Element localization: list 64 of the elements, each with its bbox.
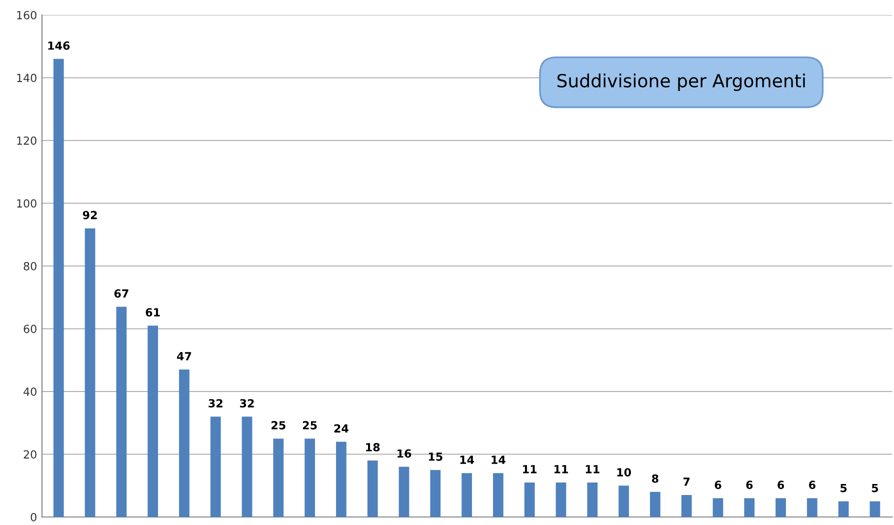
data-label: 32 [240, 399, 254, 408]
y-tick-label: 0 [30, 512, 36, 522]
data-label: 18 [366, 443, 380, 452]
data-label: 8 [652, 474, 658, 483]
bar [806, 498, 818, 517]
bar [336, 442, 346, 517]
y-tick-label: 60 [24, 324, 36, 334]
data-label: 14 [492, 456, 506, 464]
data-label: 6 [808, 480, 816, 490]
bar [587, 482, 598, 517]
data-label: 15 [428, 452, 442, 461]
bar [838, 501, 849, 517]
bar [273, 438, 284, 517]
data-label: 92 [82, 210, 97, 220]
y-tick-label: 80 [24, 262, 36, 270]
bar [776, 498, 786, 517]
bar [493, 473, 504, 517]
text: Suddivisione per Argomenti [557, 74, 805, 92]
bar [304, 438, 315, 517]
data-label: 7 [683, 478, 690, 486]
data-label: 5 [872, 484, 878, 492]
bar [462, 473, 472, 517]
bar [84, 228, 96, 517]
bar [398, 466, 410, 517]
bar [650, 492, 660, 517]
data-label: 16 [398, 449, 412, 458]
data-label: 14 [460, 456, 474, 464]
bar [681, 495, 692, 517]
bar [179, 370, 190, 517]
data-label: 24 [334, 424, 348, 432]
data-label: 11 [523, 465, 537, 474]
bar [524, 482, 535, 517]
y-tick-label: 120 [17, 136, 36, 145]
data-label: 47 [176, 352, 192, 360]
data-label: 10 [617, 468, 631, 477]
data-label: 6 [778, 480, 784, 490]
y-tick-label: 140 [17, 74, 36, 82]
y-tick-label: 40 [24, 387, 36, 396]
data-label: 5 [840, 484, 847, 492]
data-label: 25 [272, 421, 286, 430]
bar [870, 501, 880, 517]
y-tick-label: 160 [17, 10, 36, 20]
y-tick-label: 20 [24, 450, 36, 459]
bar [367, 460, 378, 517]
bar [53, 58, 64, 517]
data-label: 11 [554, 465, 568, 474]
bar [712, 498, 724, 517]
bar [242, 416, 252, 517]
data-label: 6 [746, 480, 753, 490]
data-label: 146 [48, 41, 70, 50]
data-label: 6 [714, 480, 722, 490]
data-label: 11 [586, 465, 600, 474]
bar [210, 416, 221, 517]
data-label: 67 [114, 289, 128, 298]
bar [430, 470, 441, 517]
bar [116, 306, 127, 517]
bar [148, 326, 158, 517]
bar [744, 498, 755, 517]
y-tick-label: 100 [17, 199, 36, 208]
data-label: 25 [302, 421, 317, 430]
data-label: 32 [208, 399, 222, 408]
bar [618, 486, 629, 517]
bar [556, 482, 566, 517]
data-label: 61 [146, 308, 160, 317]
